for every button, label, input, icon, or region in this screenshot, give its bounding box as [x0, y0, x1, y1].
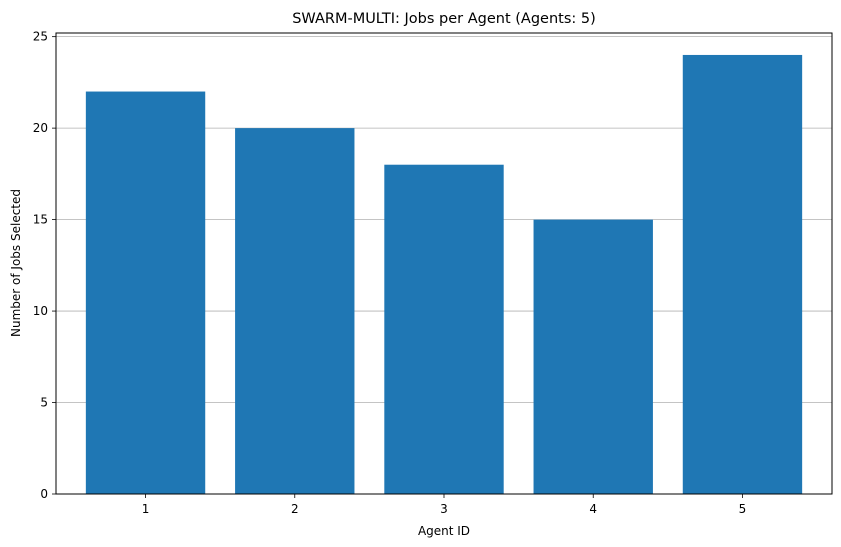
- bar-agent-2: [235, 128, 355, 494]
- bar-agent-3: [384, 164, 504, 494]
- x-axis-label: Agent ID: [418, 524, 470, 538]
- chart-title: SWARM-MULTI: Jobs per Agent (Agents: 5): [292, 11, 596, 27]
- y-tick-label: 25: [33, 30, 48, 44]
- x-tick-label: 2: [291, 502, 299, 516]
- bar-agent-5: [682, 54, 803, 494]
- y-axis-label: Number of Jobs Selected: [9, 189, 23, 337]
- y-tick-label: 15: [33, 213, 48, 227]
- x-axis-ticks: 1 2 3 4 5: [142, 494, 747, 516]
- y-tick-label: 0: [40, 487, 48, 501]
- y-tick-label: 10: [33, 304, 48, 318]
- y-tick-label: 20: [33, 121, 48, 135]
- x-tick-label: 5: [739, 502, 747, 516]
- x-tick-label: 3: [440, 502, 448, 516]
- x-tick-label: 4: [589, 502, 597, 516]
- y-axis-ticks: 0 5 10 15 20 25: [33, 30, 56, 501]
- bar-agent-4: [533, 219, 653, 494]
- y-tick-label: 5: [40, 396, 48, 410]
- x-tick-label: 1: [142, 502, 150, 516]
- bars: [85, 54, 803, 495]
- bar-agent-1: [85, 91, 206, 495]
